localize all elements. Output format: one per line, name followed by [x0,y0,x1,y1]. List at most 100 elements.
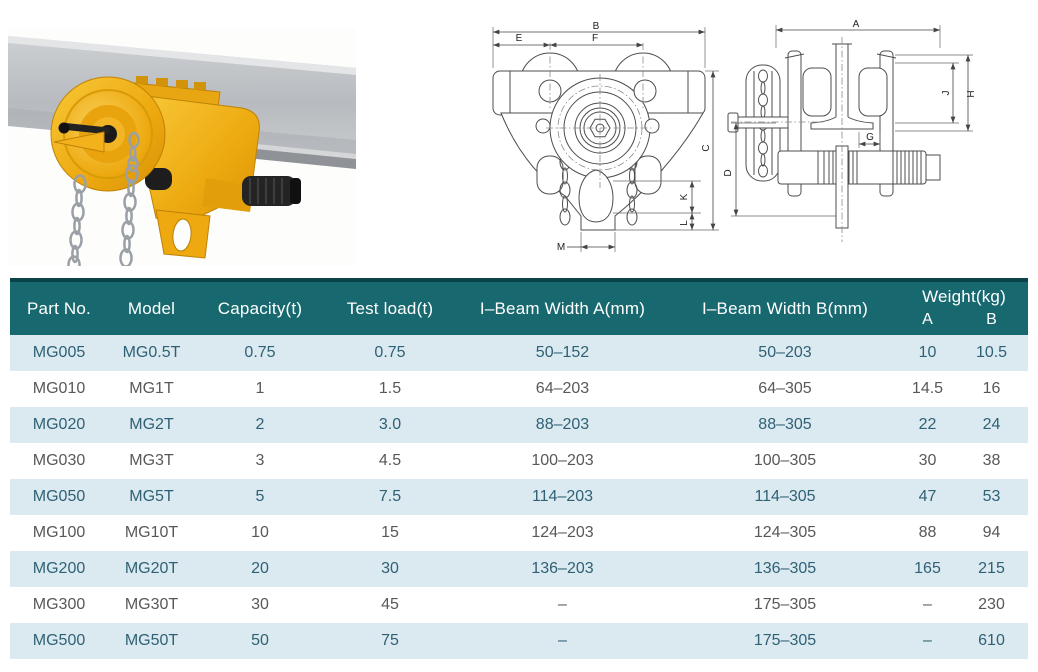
table-cell: MG050 [32,488,86,505]
table-cell: 50 [251,632,269,649]
table-cell: MG010 [32,380,86,397]
front-tab-left [536,155,564,195]
table-cell: 64–305 [758,380,812,397]
photo-hand-chain [67,131,140,266]
table-cell: 50–203 [758,344,812,361]
table-cell: MG20T [124,560,179,577]
table-cell: 30 [381,560,399,577]
dim-label-G: G [866,132,874,143]
table-cell: – [558,596,567,613]
specification-table: Part No. Model Capacity(t) Test load(t) … [10,278,1029,659]
table-cell: MG30T [124,596,179,613]
table-cell: 50–152 [535,344,590,361]
spec-table-body: MG005 MG0.5T 0.75 0.75 50–152 50–203 10 10.5 MG0… [10,335,1029,659]
table-cell: 175–305 [753,596,817,613]
table-cell: 124–203 [531,524,594,541]
side-dimensions: A H J G D [723,19,977,217]
table-cell: MG1T [129,380,174,397]
table-cell: 0.75 [374,344,406,361]
table-cell: 114–203 [531,488,594,505]
photo-wheel-housing [50,76,166,192]
table-cell: 3 [255,452,265,469]
table-cell: MG5T [129,488,174,505]
dim-label-F: F [592,33,598,44]
side-wheel-right [858,67,888,117]
front-rivet-hole-left [535,118,551,134]
col-header-test-load: Test load(t) [325,278,455,335]
dim-label-C: C [701,144,712,151]
table-cell: 100–203 [531,452,594,469]
table-row: MG050 MG5T 5 7.5 114–203 114–305 47 53 [10,479,1029,515]
side-wheel-left [802,67,832,117]
table-cell: MG0.5T [122,344,181,361]
side-axle [735,116,789,129]
table-cell: MG3T [129,452,174,469]
table-cell: 4.5 [378,452,402,469]
table-cell: 53 [982,488,1001,505]
table-cell: 124–305 [753,524,817,541]
side-suspension-shaft [777,150,941,185]
table-cell: 30 [918,452,937,469]
col-header-part-no: Part No. [10,278,108,335]
dim-label-A: A [853,19,860,30]
table-cell: 75 [381,632,399,649]
photo-spindle [242,176,301,206]
dim-label-K: K [679,193,690,200]
table-row: MG500 MG50T 50 75 – 175–305 – 610 [10,623,1029,659]
table-cell: 38 [982,452,1001,469]
table-cell: 64–203 [535,380,590,397]
table-cell: 10 [251,524,269,541]
photo-trolley [50,76,301,266]
col-header-ibeam-b: I–Beam Width B(mm) [670,278,900,335]
table-row: MG030 MG3T 3 4.5 100–203 100–305 30 38 [10,443,1029,479]
product-photo [8,28,356,266]
table-cell: 88–305 [758,416,812,433]
table-cell: 30 [251,596,269,613]
table-cell: 230 [978,596,1005,613]
dim-label-M: M [557,242,565,253]
table-cell: 136–305 [753,560,817,577]
table-cell: MG005 [32,344,86,361]
table-header: Part No. Model Capacity(t) Test load(t) … [10,278,1029,335]
table-cell: 100–305 [753,452,817,469]
table-cell: 10.5 [975,344,1008,361]
table-cell: 175–305 [753,632,817,649]
table-row: MG300 MG30T 30 45 – 175–305 – 230 [10,587,1029,623]
table-cell: 24 [982,416,1001,433]
table-cell: 14.5 [911,380,944,397]
table-cell: 165 [914,560,941,577]
table-row: MG200 MG20T 20 30 136–203 136–305 165 215 [10,551,1029,587]
table-cell: 15 [381,524,399,541]
col-header-model: Model [108,278,195,335]
col-header-weight-b: B [955,311,1029,335]
table-cell: 22 [918,416,937,433]
technical-drawing-side-view: A H J G D [723,10,985,262]
front-suspension-slot [578,169,614,223]
table-cell: 3.0 [378,416,402,433]
table-cell: 16 [982,380,1001,397]
table-cell: MG300 [32,596,86,613]
table-cell: 10 [918,344,937,361]
table-cell: 1 [255,380,265,397]
table-cell: – [558,632,567,649]
dim-label-J: J [941,91,952,96]
col-header-ibeam-a: I–Beam Width A(mm) [455,278,670,335]
table-row: MG010 MG1T 1 1.5 64–203 64–305 14.5 16 [10,371,1029,407]
dim-label-H: H [966,90,977,97]
front-rivet-hole-right [644,118,660,134]
table-cell: 136–203 [531,560,594,577]
technical-drawing-front-view: B E F C K L M [485,10,740,262]
table-cell: 2 [255,416,265,433]
dim-label-D: D [723,169,734,176]
front-dimensions: B E F C K L M [492,21,719,253]
table-cell: MG100 [32,524,86,541]
table-cell: 88 [918,524,937,541]
table-cell: 610 [978,632,1005,649]
col-header-capacity: Capacity(t) [195,278,325,335]
table-cell: 45 [381,596,399,613]
table-row: MG100 MG10T 10 15 124–203 124–305 88 94 [10,515,1029,551]
table-cell: – [923,596,932,613]
side-bolt-head [727,112,739,133]
table-cell: MG50T [124,632,179,649]
col-header-weight: Weight(kg) [900,278,1029,311]
